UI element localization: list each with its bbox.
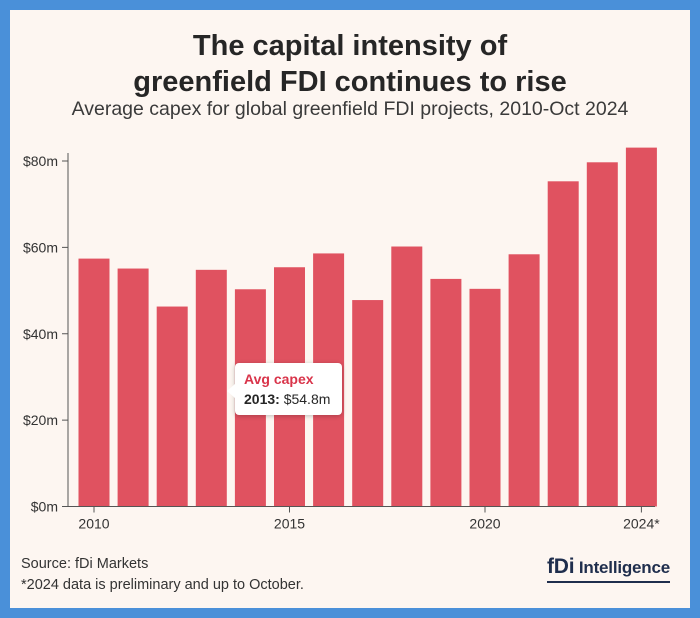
logo-text: Intelligence — [578, 558, 670, 577]
x-tick-label: 2024* — [623, 516, 660, 532]
x-axis: 2010 2015 2020 2024* — [68, 506, 660, 532]
y-tick-label: $20m — [23, 412, 58, 428]
bar-2019[interactable] — [430, 278, 462, 507]
tooltip-row: 2013: $54.8m — [244, 389, 330, 409]
x-tick-label: 2020 — [469, 516, 500, 532]
y-axis: $0m $20m $40m $60m $80m — [23, 153, 69, 515]
logo-underline — [546, 581, 670, 583]
source-text: Source: fDi Markets — [21, 556, 149, 572]
title-line-2: greenfield FDI continues to rise — [133, 66, 567, 98]
bar-2011[interactable] — [117, 268, 149, 507]
y-tick-label: $80m — [23, 153, 58, 169]
bar-2018[interactable] — [391, 246, 423, 507]
bar-2021[interactable] — [508, 254, 540, 507]
x-tick-label: 2015 — [274, 516, 305, 532]
bar-2017[interactable] — [352, 300, 384, 507]
y-tick-label: $0m — [31, 499, 58, 515]
bar-2010[interactable] — [78, 258, 110, 507]
bar-2012[interactable] — [156, 306, 188, 507]
tooltip-pointer — [227, 384, 235, 398]
title-line-1: The capital intensity of — [192, 30, 508, 62]
bars — [78, 147, 657, 507]
y-tick-label: $40m — [23, 326, 58, 342]
bar-2023[interactable] — [586, 162, 618, 507]
bar-2022[interactable] — [547, 181, 579, 507]
bar-chart: $0m $20m $40m $60m $80m 2010 2015 2020 2024* — [23, 147, 660, 532]
chart-card: The capital intensity of greenfield FDI … — [10, 10, 690, 608]
bar-2020[interactable] — [469, 288, 501, 507]
bar-2013[interactable] — [195, 269, 227, 507]
x-tick-label: 2010 — [78, 516, 109, 532]
bar-2024[interactable] — [625, 147, 657, 507]
tooltip: Avg capex 2013: $54.8m — [227, 363, 342, 415]
chart-title: The capital intensity of greenfield FDI … — [10, 28, 690, 100]
tooltip-year: 2013: — [244, 391, 280, 407]
footnote-text: *2024 data is preliminary and up to Octo… — [21, 577, 304, 593]
logo-mark: fDi — [546, 555, 575, 578]
fdi-intelligence-logo: fDi Intelligence — [546, 555, 670, 583]
tooltip-value: $54.8m — [283, 391, 331, 407]
footer-notes: Source: fDi Markets *2024 data is prelim… — [21, 554, 304, 596]
y-tick-label: $60m — [23, 239, 58, 255]
tooltip-title: Avg capex — [244, 371, 314, 387]
chart-subtitle: Average capex for global greenfield FDI … — [71, 98, 629, 120]
